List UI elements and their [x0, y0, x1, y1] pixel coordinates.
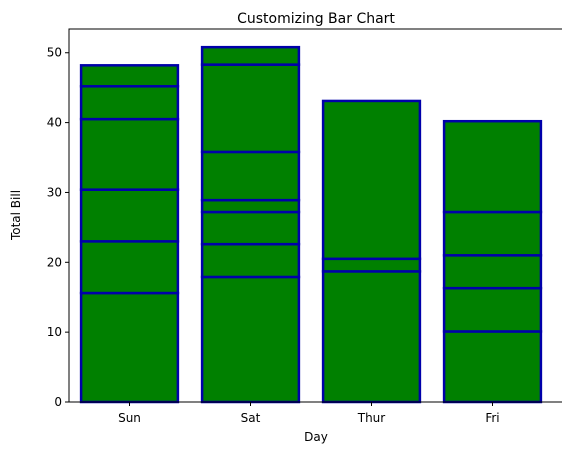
- y-tick-label-10: 10: [47, 325, 62, 339]
- bar-segment-sun-6: [79, 64, 180, 88]
- x-tick-label-thur: Thur: [357, 411, 386, 425]
- bar-segment-thur-3: [321, 99, 422, 261]
- bar-segment-sat-2: [200, 242, 301, 279]
- y-tick-label-50: 50: [47, 46, 62, 60]
- y-tick-label-40: 40: [47, 116, 62, 130]
- x-tick-label-fri: Fri: [485, 411, 499, 425]
- bar-segment-sun-1: [79, 291, 180, 404]
- bar-segment-sun-4: [79, 117, 180, 191]
- y-tick-label-20: 20: [47, 255, 62, 269]
- bar-segment-thur-1: [321, 270, 422, 404]
- y-tick-label-30: 30: [47, 185, 62, 199]
- bar-segment-sun-2: [79, 240, 180, 295]
- bar-segment-fri-1: [442, 330, 543, 404]
- x-tick-label-sat: Sat: [241, 411, 261, 425]
- plot-frame: [68, 28, 562, 403]
- y-axis: 0 10 20 30 40 50: [47, 46, 69, 409]
- bar-segment-sun-5: [79, 85, 180, 121]
- bar-segment-thur-2: [321, 257, 422, 273]
- bar-segment-sat-7: [200, 45, 301, 66]
- bar-segment-fri-3: [442, 254, 543, 290]
- y-tick-label-0: 0: [54, 395, 62, 409]
- x-tick-label-sun: Sun: [118, 411, 141, 425]
- y-axis-label: Total Bill: [9, 190, 23, 241]
- bar-segment-sat-3: [200, 210, 301, 246]
- bars-group: [79, 45, 543, 404]
- bar-segment-fri-2: [442, 286, 543, 333]
- bar-segment-sun-3: [79, 188, 180, 243]
- bar-segment-sat-5: [200, 150, 301, 202]
- bar-segment-sat-6: [200, 63, 301, 154]
- bar-segment-fri-4: [442, 210, 543, 257]
- bar-segment-sat-4: [200, 198, 301, 214]
- chart-title: Customizing Bar Chart: [237, 11, 395, 27]
- bar-segment-fri-5: [442, 119, 543, 214]
- x-axis-label: Day: [304, 430, 328, 444]
- bar-segment-sat-1: [200, 275, 301, 404]
- x-axis: Sun Sat Thur Fri: [118, 402, 500, 425]
